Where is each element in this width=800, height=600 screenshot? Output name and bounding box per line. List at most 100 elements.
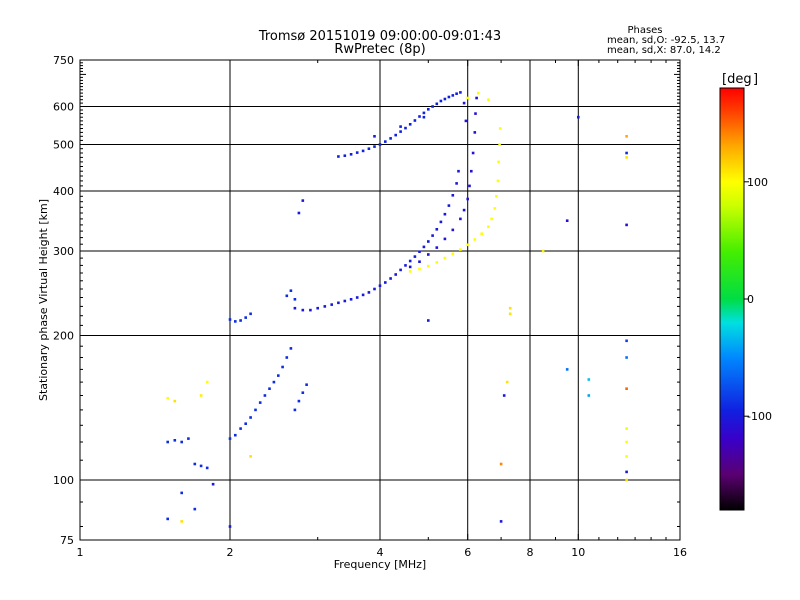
data-point [443, 212, 447, 216]
data-point [367, 147, 371, 150]
data-point [173, 439, 177, 442]
data-point [490, 217, 493, 221]
x-tick-label: 10 [571, 546, 585, 559]
data-point [205, 466, 209, 470]
data-point [413, 255, 417, 258]
data-point [625, 455, 628, 458]
x-tick-label: 16 [673, 546, 687, 559]
data-point [173, 399, 177, 403]
stats-heading: Phases [627, 25, 662, 36]
data-point [249, 416, 252, 419]
data-point [373, 135, 376, 138]
colorbar [719, 87, 745, 511]
y-tick-label: 200 [53, 330, 74, 343]
data-point [451, 252, 455, 256]
x-tick-label: 1 [77, 546, 84, 559]
data-point [389, 137, 392, 140]
colorbar-unit-label: [deg [722, 72, 752, 87]
data-point [427, 108, 430, 111]
data-point [487, 98, 490, 101]
data-point [373, 287, 376, 291]
data-point [625, 223, 628, 227]
data-point [337, 155, 340, 158]
data-point [462, 101, 466, 105]
y-axis-title: Stationary phase Virtual Height [km] [37, 199, 50, 401]
data-point [293, 306, 297, 310]
data-point [361, 149, 365, 153]
data-point [384, 281, 387, 284]
data-point [625, 156, 628, 159]
data-point [337, 301, 340, 305]
data-point [451, 94, 455, 97]
data-point [625, 440, 628, 444]
data-point [466, 197, 469, 201]
data-point [625, 387, 628, 390]
data-points [166, 91, 628, 528]
data-point [180, 440, 183, 444]
data-point [418, 250, 421, 253]
data-point [470, 169, 473, 173]
data-point [495, 195, 498, 198]
data-point [399, 130, 402, 133]
data-point [297, 211, 301, 215]
data-point [297, 399, 301, 403]
data-point [498, 127, 502, 130]
data-point [211, 482, 215, 486]
data-point [355, 296, 359, 299]
data-point [343, 299, 347, 303]
data-point [289, 289, 293, 292]
data-point [464, 119, 468, 123]
data-point [455, 92, 458, 95]
y-tick-label: 75 [60, 534, 74, 547]
y-axis-ticks: 75 100 200 300 400 500 600 750 [53, 54, 680, 547]
data-point [293, 408, 297, 412]
data-point [625, 135, 628, 138]
data-point [427, 264, 430, 268]
data-point [289, 347, 293, 350]
data-point [499, 462, 503, 466]
data-point [305, 383, 308, 386]
data-point [496, 179, 500, 183]
data-point [587, 378, 591, 381]
data-point [187, 437, 190, 440]
data-point [422, 111, 426, 115]
data-point [480, 232, 483, 235]
data-point [477, 91, 480, 95]
chart-title-line1: Tromsø 20151019 09:00:00-09:01:43 [258, 29, 501, 44]
data-point [475, 96, 478, 100]
y-tick-label: 750 [53, 54, 74, 67]
data-point [399, 125, 402, 128]
data-point [577, 115, 580, 119]
data-point [378, 284, 382, 287]
data-point [473, 238, 477, 241]
data-point [418, 115, 421, 118]
data-point [435, 228, 439, 231]
data-point [330, 303, 333, 306]
data-point [418, 267, 421, 271]
data-point [439, 99, 443, 103]
gridlines [80, 60, 680, 540]
data-point [473, 131, 477, 134]
data-point [508, 312, 512, 316]
data-point [193, 507, 197, 511]
data-point [234, 320, 237, 323]
data-point [431, 105, 434, 108]
data-point [244, 316, 247, 319]
colorbar-tick-label: 0 [747, 293, 754, 306]
data-point [205, 380, 209, 384]
data-point [435, 246, 439, 249]
x-axis-title: Frequency [MHz] [334, 558, 426, 571]
data-point [443, 97, 447, 101]
data-point [272, 380, 276, 384]
y-tick-label: 100 [53, 474, 74, 487]
y-tick-label: 400 [53, 185, 74, 198]
data-point [625, 427, 628, 430]
data-point [316, 306, 319, 310]
data-point [394, 133, 397, 137]
data-point [378, 143, 382, 146]
data-point [399, 268, 402, 272]
data-point [408, 270, 412, 273]
data-point [422, 115, 426, 119]
data-point [435, 261, 439, 264]
x-axis-ticks: 1 2 4 6 8 10 16 [77, 60, 687, 559]
